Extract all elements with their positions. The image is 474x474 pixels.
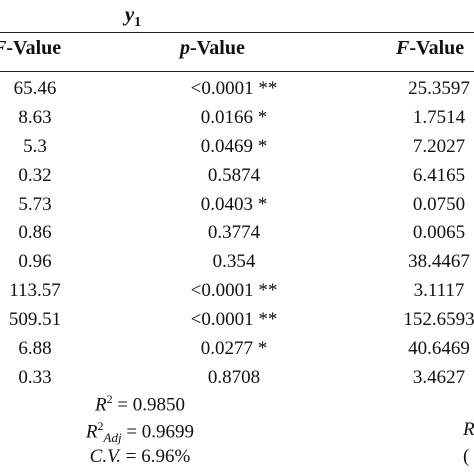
cell-p-value-1: 0.0166 * bbox=[200, 106, 268, 128]
cell-f-value-2: 7.2027 bbox=[412, 135, 466, 157]
table-row: 0.32 0.5874 6.4165 bbox=[0, 165, 474, 194]
table-row: 5.3 0.0469 * 7.2027 bbox=[0, 136, 474, 165]
table-body: 65.46 <0.0001 ** 25.3597 8.63 0.0166 * 1… bbox=[0, 78, 474, 396]
header-f-value-2: F-Value bbox=[396, 37, 465, 59]
table-row: 113.57 <0.0001 ** 3.1117 bbox=[0, 280, 474, 309]
cell-f-value-2: 40.6469 bbox=[408, 338, 470, 360]
truncated-stat-symbol: ( bbox=[463, 446, 470, 467]
cell-f-value-2: 3.4627 bbox=[412, 366, 466, 388]
cell-f-value-1: 509.51 bbox=[8, 309, 62, 331]
table-row: 65.46 <0.0001 ** 25.3597 bbox=[0, 78, 474, 107]
table-row: 0.96 0.354 38.4467 bbox=[0, 251, 474, 280]
cell-p-value-1: 0.0403 * bbox=[200, 193, 268, 215]
cell-p-value-1: 0.8708 bbox=[207, 366, 261, 388]
group-subscript: 1 bbox=[134, 15, 142, 31]
cell-f-value-1: 0.86 bbox=[18, 222, 52, 244]
header-f-value-1: F-Value bbox=[0, 37, 62, 59]
table-header-rule bbox=[0, 71, 474, 72]
header-p-value-1: p-Value bbox=[180, 37, 245, 59]
cell-p-value-1: 0.0277 * bbox=[200, 338, 268, 360]
r-squared: R2 = 0.9850 bbox=[94, 392, 186, 416]
cell-f-value-1: 5.73 bbox=[18, 193, 52, 215]
cell-p-value-1: 0.0469 * bbox=[200, 135, 268, 157]
table-top-rule bbox=[0, 32, 474, 33]
cell-f-value-1: 6.88 bbox=[18, 338, 52, 360]
cell-p-value-1: <0.0001 ** bbox=[190, 280, 278, 302]
truncated-stat-symbol: R bbox=[463, 419, 474, 440]
cell-p-value-1: 0.354 bbox=[212, 251, 256, 273]
cell-f-value-1: 65.46 bbox=[13, 78, 57, 99]
cell-f-value-2: 3.1117 bbox=[413, 280, 465, 302]
cell-f-value-2: 152.6593 bbox=[403, 309, 474, 331]
table-row: 0.33 0.8708 3.4627 bbox=[0, 367, 474, 396]
group-symbol: y bbox=[124, 2, 135, 26]
r-squared-adjusted: R2Adj = 0.9699 bbox=[85, 419, 195, 446]
cell-f-value-2: 38.4467 bbox=[408, 251, 470, 273]
cell-p-value-1: <0.0001 ** bbox=[190, 78, 278, 99]
table-row: 5.73 0.0403 * 0.0750 bbox=[0, 194, 474, 223]
cell-f-value-2: 1.7514 bbox=[412, 106, 466, 128]
table-row: 509.51 <0.0001 ** 152.6593 bbox=[0, 309, 474, 338]
cell-f-value-1: 8.63 bbox=[18, 106, 52, 128]
table-row: 0.86 0.3774 0.0065 bbox=[0, 222, 474, 251]
cell-f-value-2: 0.0750 bbox=[412, 193, 466, 215]
table-row: 8.63 0.0166 * 1.7514 bbox=[0, 107, 474, 136]
response-group-header: y1 bbox=[118, 2, 148, 31]
cell-f-value-1: 5.3 bbox=[23, 135, 47, 157]
cell-f-value-1: 113.57 bbox=[9, 280, 61, 302]
cell-f-value-2: 6.4165 bbox=[412, 164, 466, 186]
table-row: 6.88 0.0277 * 40.6469 bbox=[0, 338, 474, 367]
coefficient-of-variation: C.V. = 6.96% bbox=[89, 446, 191, 467]
cell-f-value-1: 0.32 bbox=[18, 164, 52, 186]
cell-f-value-2: 25.3597 bbox=[408, 78, 470, 99]
cell-p-value-1: <0.0001 ** bbox=[190, 309, 278, 331]
cell-p-value-1: 0.3774 bbox=[207, 222, 261, 244]
cell-p-value-1: 0.5874 bbox=[207, 164, 261, 186]
cell-f-value-1: 0.96 bbox=[18, 251, 52, 273]
fit-statistics: R2 = 0.9850 R2Adj = 0.9699 C.V. = 6.96% bbox=[40, 392, 240, 473]
cell-f-value-1: 0.33 bbox=[18, 366, 52, 388]
cell-f-value-2: 0.0065 bbox=[412, 222, 466, 244]
